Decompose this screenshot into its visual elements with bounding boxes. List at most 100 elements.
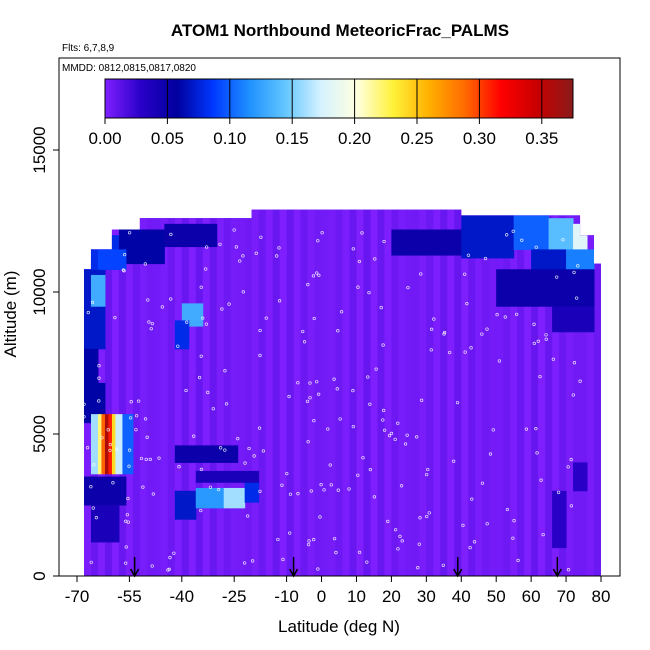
sample-point bbox=[199, 467, 204, 472]
sample-point bbox=[238, 259, 242, 263]
heatmap-texture-band bbox=[489, 209, 497, 576]
sample-point bbox=[275, 254, 279, 258]
sample-point bbox=[257, 426, 262, 430]
x-tick-label: 60 bbox=[522, 587, 541, 606]
sample-point bbox=[94, 516, 99, 520]
sample-point bbox=[91, 506, 95, 510]
sample-point bbox=[403, 442, 408, 446]
sample-point bbox=[143, 417, 148, 421]
sample-point bbox=[92, 463, 96, 467]
sample-point bbox=[150, 564, 154, 568]
sample-point bbox=[150, 321, 154, 326]
sample-point bbox=[544, 337, 548, 341]
sample-point bbox=[259, 235, 263, 239]
sample-point bbox=[243, 461, 247, 465]
sample-point bbox=[124, 561, 128, 565]
heatmap-texture-band bbox=[440, 209, 448, 576]
sample-point bbox=[347, 487, 351, 491]
sample-point bbox=[463, 272, 467, 276]
sample-point bbox=[332, 536, 337, 541]
sample-point bbox=[308, 381, 312, 385]
sample-point bbox=[336, 329, 340, 333]
sample-point bbox=[218, 446, 223, 450]
sample-point bbox=[199, 354, 203, 358]
heatmap-texture-band bbox=[433, 209, 441, 576]
heatmap-texture-band bbox=[321, 209, 330, 576]
heatmap-texture-band bbox=[384, 209, 392, 576]
heatmap-layer bbox=[83, 209, 601, 576]
sample-point bbox=[572, 270, 576, 275]
sample-point bbox=[201, 316, 205, 320]
sample-point bbox=[534, 427, 538, 431]
sample-point bbox=[328, 463, 332, 467]
sample-point bbox=[296, 381, 300, 385]
sample-point bbox=[83, 402, 86, 406]
heatmap-texture-band bbox=[412, 209, 420, 576]
heatmap-texture-band bbox=[216, 209, 225, 576]
heatmap-texture-band bbox=[258, 209, 267, 576]
sample-point bbox=[426, 467, 430, 472]
colorbar-tick-label: 0.05 bbox=[151, 129, 184, 148]
sample-point bbox=[441, 563, 445, 567]
heatmap-cell bbox=[111, 414, 116, 475]
sample-point bbox=[141, 485, 145, 489]
sample-point bbox=[336, 488, 340, 492]
sample-point bbox=[223, 448, 227, 452]
sample-point bbox=[416, 566, 420, 570]
y-tick-label: 15000 bbox=[30, 126, 49, 173]
sample-point bbox=[373, 257, 377, 261]
sample-point bbox=[254, 251, 258, 255]
sample-point bbox=[126, 496, 130, 501]
sample-point bbox=[168, 555, 172, 560]
sample-point bbox=[382, 239, 386, 244]
sample-point bbox=[465, 302, 469, 306]
sample-point bbox=[356, 285, 360, 289]
heatmap-cell bbox=[548, 218, 574, 250]
x-tick-label: 70 bbox=[557, 587, 576, 606]
sample-point bbox=[306, 282, 310, 287]
sample-point bbox=[534, 245, 538, 249]
sample-point bbox=[319, 483, 323, 487]
sample-point bbox=[122, 269, 126, 273]
sample-point bbox=[361, 456, 365, 460]
x-tick-label: 40 bbox=[452, 587, 471, 606]
sample-point bbox=[338, 417, 342, 421]
sample-point bbox=[417, 542, 421, 546]
x-axis-label: Latitude (deg N) bbox=[278, 617, 400, 636]
heatmap-cell bbox=[391, 229, 462, 256]
heatmap-texture-band bbox=[181, 209, 190, 576]
sample-point bbox=[368, 467, 372, 472]
flights-label: Flts: 6,7,8,9 bbox=[62, 43, 115, 54]
heatmap-texture-band bbox=[475, 209, 483, 576]
sample-point bbox=[393, 528, 398, 532]
sample-point bbox=[485, 327, 489, 331]
sample-points bbox=[83, 228, 582, 572]
sample-point bbox=[316, 392, 321, 396]
heatmap-texture-band bbox=[426, 209, 434, 576]
heatmap-texture-band bbox=[111, 209, 120, 576]
sample-point bbox=[144, 457, 148, 461]
colorbar-tick-label: 0.00 bbox=[88, 129, 121, 148]
colorbar-tick-label: 0.25 bbox=[400, 129, 433, 148]
sample-point bbox=[185, 320, 189, 324]
sample-point bbox=[242, 561, 247, 565]
sample-point bbox=[463, 350, 467, 354]
sample-point bbox=[389, 431, 394, 436]
heatmap-texture-band bbox=[524, 209, 532, 576]
y-tick-label: 0 bbox=[30, 571, 49, 580]
sample-point bbox=[316, 567, 320, 571]
heatmap-texture-band bbox=[349, 209, 357, 576]
sample-point bbox=[551, 357, 555, 361]
heatmap-texture-band bbox=[195, 209, 204, 576]
heatmap-cell bbox=[552, 490, 567, 549]
sample-point bbox=[309, 489, 313, 493]
sample-point bbox=[535, 451, 539, 455]
sample-point bbox=[261, 449, 266, 453]
sample-point bbox=[285, 471, 289, 476]
sample-point bbox=[322, 488, 326, 492]
sample-point bbox=[381, 408, 386, 413]
sample-point bbox=[386, 519, 390, 524]
colorbar: 0.00 0.05 0.10 0.15 0.20 0.25 0.30 0.35 bbox=[88, 78, 574, 148]
heatmap-texture-band bbox=[566, 209, 574, 576]
sample-point bbox=[572, 361, 577, 365]
